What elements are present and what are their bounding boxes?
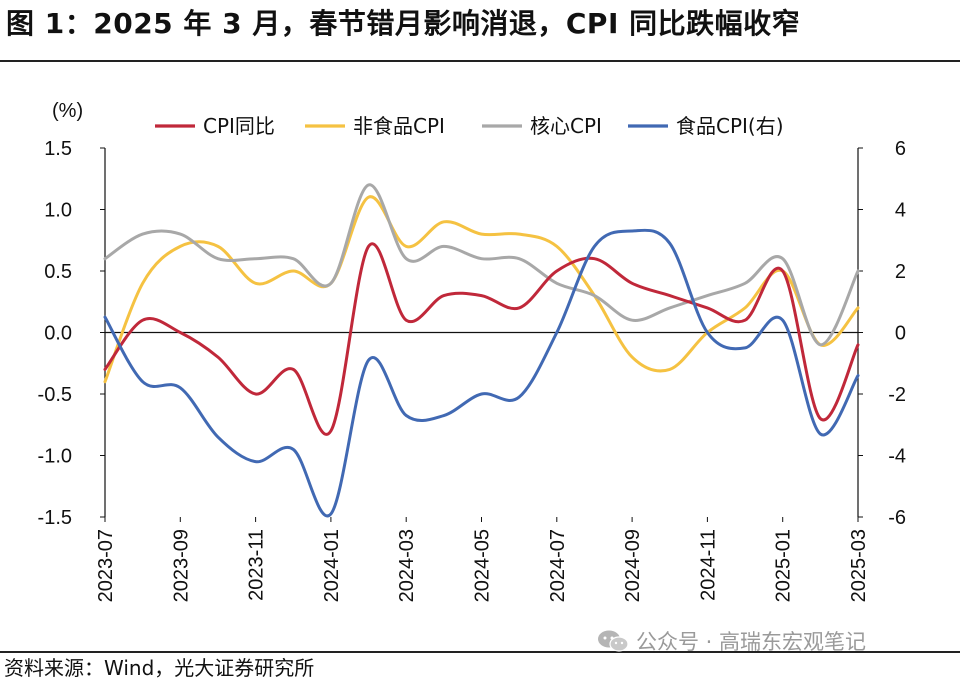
x-tick-label: 2024-01 — [321, 529, 343, 602]
title-rule — [0, 60, 960, 62]
right-tick-label: -4 — [888, 446, 906, 468]
x-tick-label: 2024-03 — [396, 529, 418, 602]
right-tick-label: 2 — [895, 261, 906, 283]
right-tick-label: -2 — [888, 384, 906, 406]
left-axis-unit: (%) — [52, 100, 83, 122]
legend-label-core-cpi: 核心CPI — [530, 114, 602, 138]
x-tick-label: 2023-07 — [95, 529, 117, 602]
left-tick-label: 0.0 — [44, 323, 72, 345]
x-tick-label: 2024-05 — [472, 529, 494, 602]
footer-rule — [0, 651, 960, 653]
x-tick-label: 2024-11 — [697, 529, 719, 601]
axes-layer: 1.5 1.0 0.5 0.0 -0.5 -1.0 -1.5 6 4 2 0 -2 -4 -6 2023-0… — [38, 138, 906, 602]
x-tick-label: 2023-11 — [246, 529, 268, 601]
legend-label-cpi-yoy: CPI同比 — [203, 114, 275, 138]
x-tick-label: 2024-07 — [547, 529, 569, 602]
x-tick-label: 2025-03 — [848, 529, 870, 602]
series-line-cpi-yoy — [103, 242, 860, 436]
x-tick-label: 2025-01 — [773, 529, 795, 602]
chart-title: 图 1：2025 年 3 月，春节错月影响消退，CPI 同比跌幅收窄 — [6, 7, 801, 40]
left-tick-label: -1.0 — [38, 446, 72, 468]
left-tick-label: -1.5 — [38, 507, 72, 529]
source-note: 资料来源：Wind，光大证券研究所 — [4, 656, 315, 680]
series-layer — [103, 183, 860, 518]
x-tick-label: 2023-09 — [170, 529, 192, 602]
left-tick-label: 0.5 — [44, 261, 72, 283]
legend-label-non-food-cpi: 非食品CPI — [353, 114, 445, 138]
series-line-non-food-cpi — [103, 195, 860, 384]
left-tick-label: -0.5 — [38, 384, 72, 406]
right-tick-label: 0 — [895, 323, 906, 345]
watermark: 公众号 · 高瑞东宏观笔记 — [596, 626, 866, 656]
legend-label-food-cpi-right: 食品CPI(右) — [676, 114, 784, 138]
right-tick-label: -6 — [888, 507, 906, 529]
right-tick-label: 6 — [895, 138, 906, 160]
left-tick-label: 1.0 — [44, 200, 72, 222]
right-tick-label: 4 — [895, 200, 906, 222]
legend-layer: CPI同比 非食品CPI 核心CPI 食品CPI(右) — [155, 114, 784, 138]
x-tick-label: 2024-09 — [622, 529, 644, 602]
series-line-food-cpi-right — [103, 228, 860, 518]
watermark-text: 公众号 · 高瑞东宏观笔记 — [636, 630, 867, 654]
wechat-icon — [598, 630, 629, 652]
left-tick-label: 1.5 — [44, 138, 72, 160]
series-line-core-cpi — [103, 183, 860, 347]
